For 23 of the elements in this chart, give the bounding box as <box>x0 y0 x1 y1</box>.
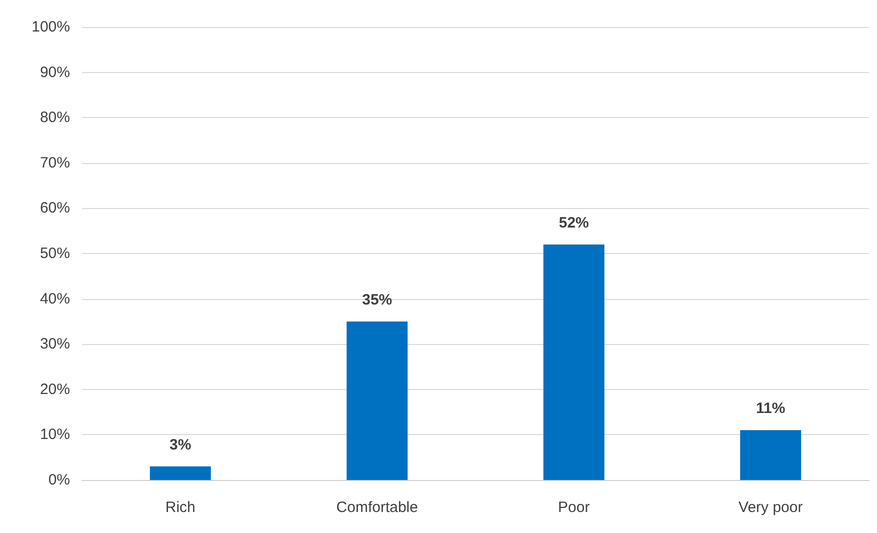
y-tick-label: 20% <box>40 380 70 398</box>
bar <box>740 430 802 480</box>
y-tick-label: 50% <box>40 245 70 262</box>
y-tick-label: 70% <box>40 154 70 172</box>
y-tick-label: 40% <box>40 290 70 308</box>
y-tick-label: 10% <box>40 426 70 444</box>
bar <box>543 244 604 480</box>
y-tick-label: 100% <box>32 18 70 36</box>
x-tick-label: Rich <box>165 499 196 516</box>
y-tick-label: 80% <box>40 109 70 126</box>
x-tick-label: Very poor <box>738 499 803 516</box>
bar <box>346 321 408 480</box>
data-label: 3% <box>170 436 192 454</box>
data-label: 52% <box>558 214 589 232</box>
y-tick-label: 30% <box>40 336 70 353</box>
bar <box>150 466 211 480</box>
data-label: 35% <box>362 291 392 308</box>
data-label: 11% <box>756 400 786 418</box>
y-tick-label: 90% <box>40 64 70 81</box>
x-tick-label: Comfortable <box>336 499 418 516</box>
x-tick-label: Poor <box>558 499 590 516</box>
y-tick-label: 60% <box>40 200 70 217</box>
y-tick-label: 0% <box>48 472 70 488</box>
